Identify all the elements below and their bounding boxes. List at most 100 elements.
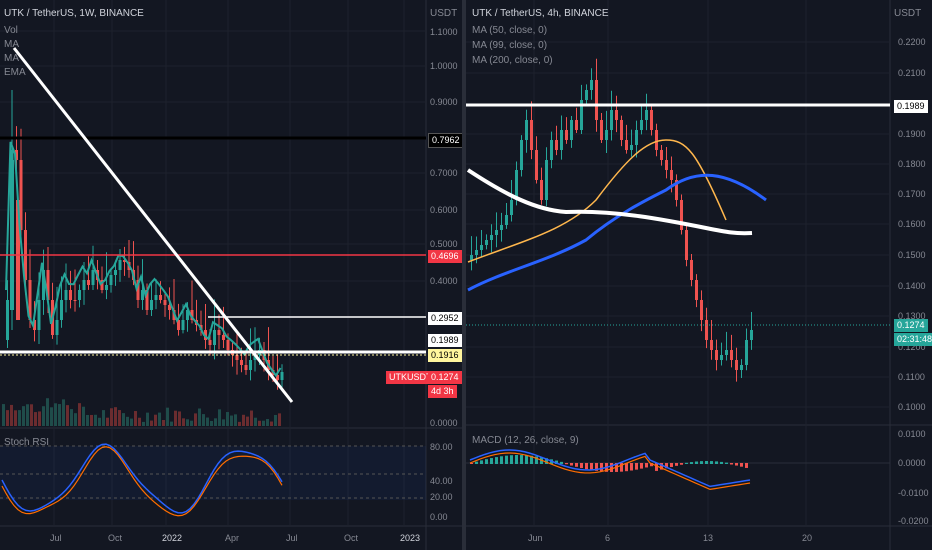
volume-bar — [138, 417, 141, 426]
macd-histogram-bar — [640, 463, 643, 469]
indicator-ma-2[interactable]: MA — [4, 53, 19, 64]
volume-bar — [186, 419, 189, 426]
candle-body — [640, 120, 643, 130]
indicator-ma-1[interactable]: MA — [4, 39, 19, 50]
weekly-chart-canvas[interactable] — [0, 0, 462, 550]
macd-histogram-bar — [715, 461, 718, 464]
candle-body — [740, 365, 743, 370]
candle-body — [510, 200, 513, 215]
macd-histogram-bar — [720, 461, 723, 464]
indicator-ma-50[interactable]: MA (50, close, 0) — [472, 25, 548, 36]
macd-histogram-bar — [700, 461, 703, 464]
candle-body — [6, 300, 9, 340]
stoch-rsi-label[interactable]: Stoch RSI — [4, 437, 50, 448]
volume-bar — [206, 417, 209, 426]
signal-line — [469, 452, 751, 491]
macd-histogram-bar — [680, 463, 683, 465]
price-tick: 0.2100 — [898, 68, 926, 78]
indicator-ma-99[interactable]: MA (99, close, 0) — [472, 40, 548, 51]
macd-histogram-bar — [635, 463, 638, 470]
time-tick: Apr — [225, 533, 240, 543]
volume-bar — [50, 407, 53, 426]
time-tick: Oct — [344, 533, 359, 543]
candle-body — [64, 290, 68, 300]
candle-body — [710, 340, 713, 350]
candle-body — [249, 360, 252, 370]
candle-body — [186, 310, 189, 320]
pane-divider[interactable] — [462, 0, 466, 550]
candle-body — [276, 375, 279, 380]
macd-histogram-bar — [620, 463, 623, 472]
candle-body — [46, 270, 50, 300]
macd-histogram-bar — [470, 463, 473, 464]
price-tag-04696: 0.4696 — [428, 250, 462, 263]
volume-bar — [146, 412, 149, 426]
candle-body — [660, 150, 663, 160]
weekly-chart-pane[interactable]: UTK / TetherUS, 1W, BINANCE USDT Vol MA … — [0, 0, 464, 550]
candle-body — [105, 285, 108, 290]
price-tag-01989: 0.1989 — [894, 100, 928, 113]
4h-chart-pane[interactable]: UTK / TetherUS, 4h, BINANCE USDT MA (50,… — [466, 0, 932, 550]
indicator-ma-200[interactable]: MA (200, close, 0) — [472, 55, 553, 66]
4h-chart-canvas[interactable] — [466, 0, 932, 550]
macd-histogram-bar — [690, 462, 693, 464]
macd-histogram-bar — [655, 463, 658, 471]
volume-bar — [214, 418, 217, 426]
macd-histogram-bar — [480, 460, 483, 464]
macd-histogram-bar — [575, 463, 578, 467]
macd-histogram-bar — [520, 455, 523, 464]
volume-bar — [54, 403, 57, 426]
volume-bar — [10, 404, 13, 426]
osc-tick: -0.0200 — [898, 516, 929, 526]
price-tick: 0.5000 — [430, 239, 458, 249]
candle-body — [685, 230, 688, 260]
macd-histogram-bar — [735, 463, 738, 466]
ma-200-line — [466, 168, 753, 236]
candle-body — [515, 170, 518, 200]
volume-bar — [18, 410, 21, 426]
macd-histogram-bar — [565, 463, 568, 465]
candle-body — [525, 120, 528, 140]
macd-label[interactable]: MACD (12, 26, close, 9) — [472, 435, 579, 446]
stoch-k-line — [1, 443, 283, 514]
volume-bar — [98, 417, 101, 426]
indicator-ema[interactable]: EMA — [4, 67, 26, 78]
candle-body — [495, 230, 498, 235]
volume-bar — [66, 405, 69, 426]
candle-body — [490, 235, 493, 240]
candle-body — [715, 350, 718, 360]
volume-bar — [254, 417, 257, 426]
volume-bar — [174, 410, 177, 426]
macd-histogram-bar — [485, 459, 488, 464]
macd-histogram-bar — [590, 463, 593, 471]
volume-bar — [26, 404, 29, 426]
volume-bar — [242, 414, 245, 426]
macd-histogram-bar — [675, 463, 678, 466]
candle-body — [725, 350, 728, 355]
candle-body — [69, 290, 72, 300]
candle-body — [10, 160, 14, 310]
price-tick: 0.9000 — [430, 97, 458, 107]
volume-bar — [42, 406, 45, 426]
macd-histogram-bar — [570, 463, 573, 466]
volume-bar — [6, 410, 9, 426]
volume-bar — [246, 416, 249, 426]
candle-body — [745, 340, 748, 365]
candle-body — [610, 110, 613, 130]
candle-body — [123, 260, 126, 262]
volume-bar — [134, 411, 137, 426]
candle-body — [555, 140, 558, 150]
macd-histogram-bar — [545, 458, 548, 464]
indicator-vol[interactable]: Vol — [4, 25, 18, 36]
candle-body — [181, 320, 185, 330]
macd-histogram-bar — [500, 456, 503, 464]
candle-body — [665, 160, 668, 170]
candle-body — [280, 372, 284, 380]
candle-body — [615, 110, 618, 120]
macd-histogram-bar — [650, 463, 653, 467]
volume-bar — [190, 420, 193, 426]
volume-bar — [274, 414, 277, 426]
macd-histogram-bar — [595, 463, 598, 471]
macd-histogram-bar — [660, 463, 663, 470]
macd-histogram-bar — [555, 460, 558, 464]
